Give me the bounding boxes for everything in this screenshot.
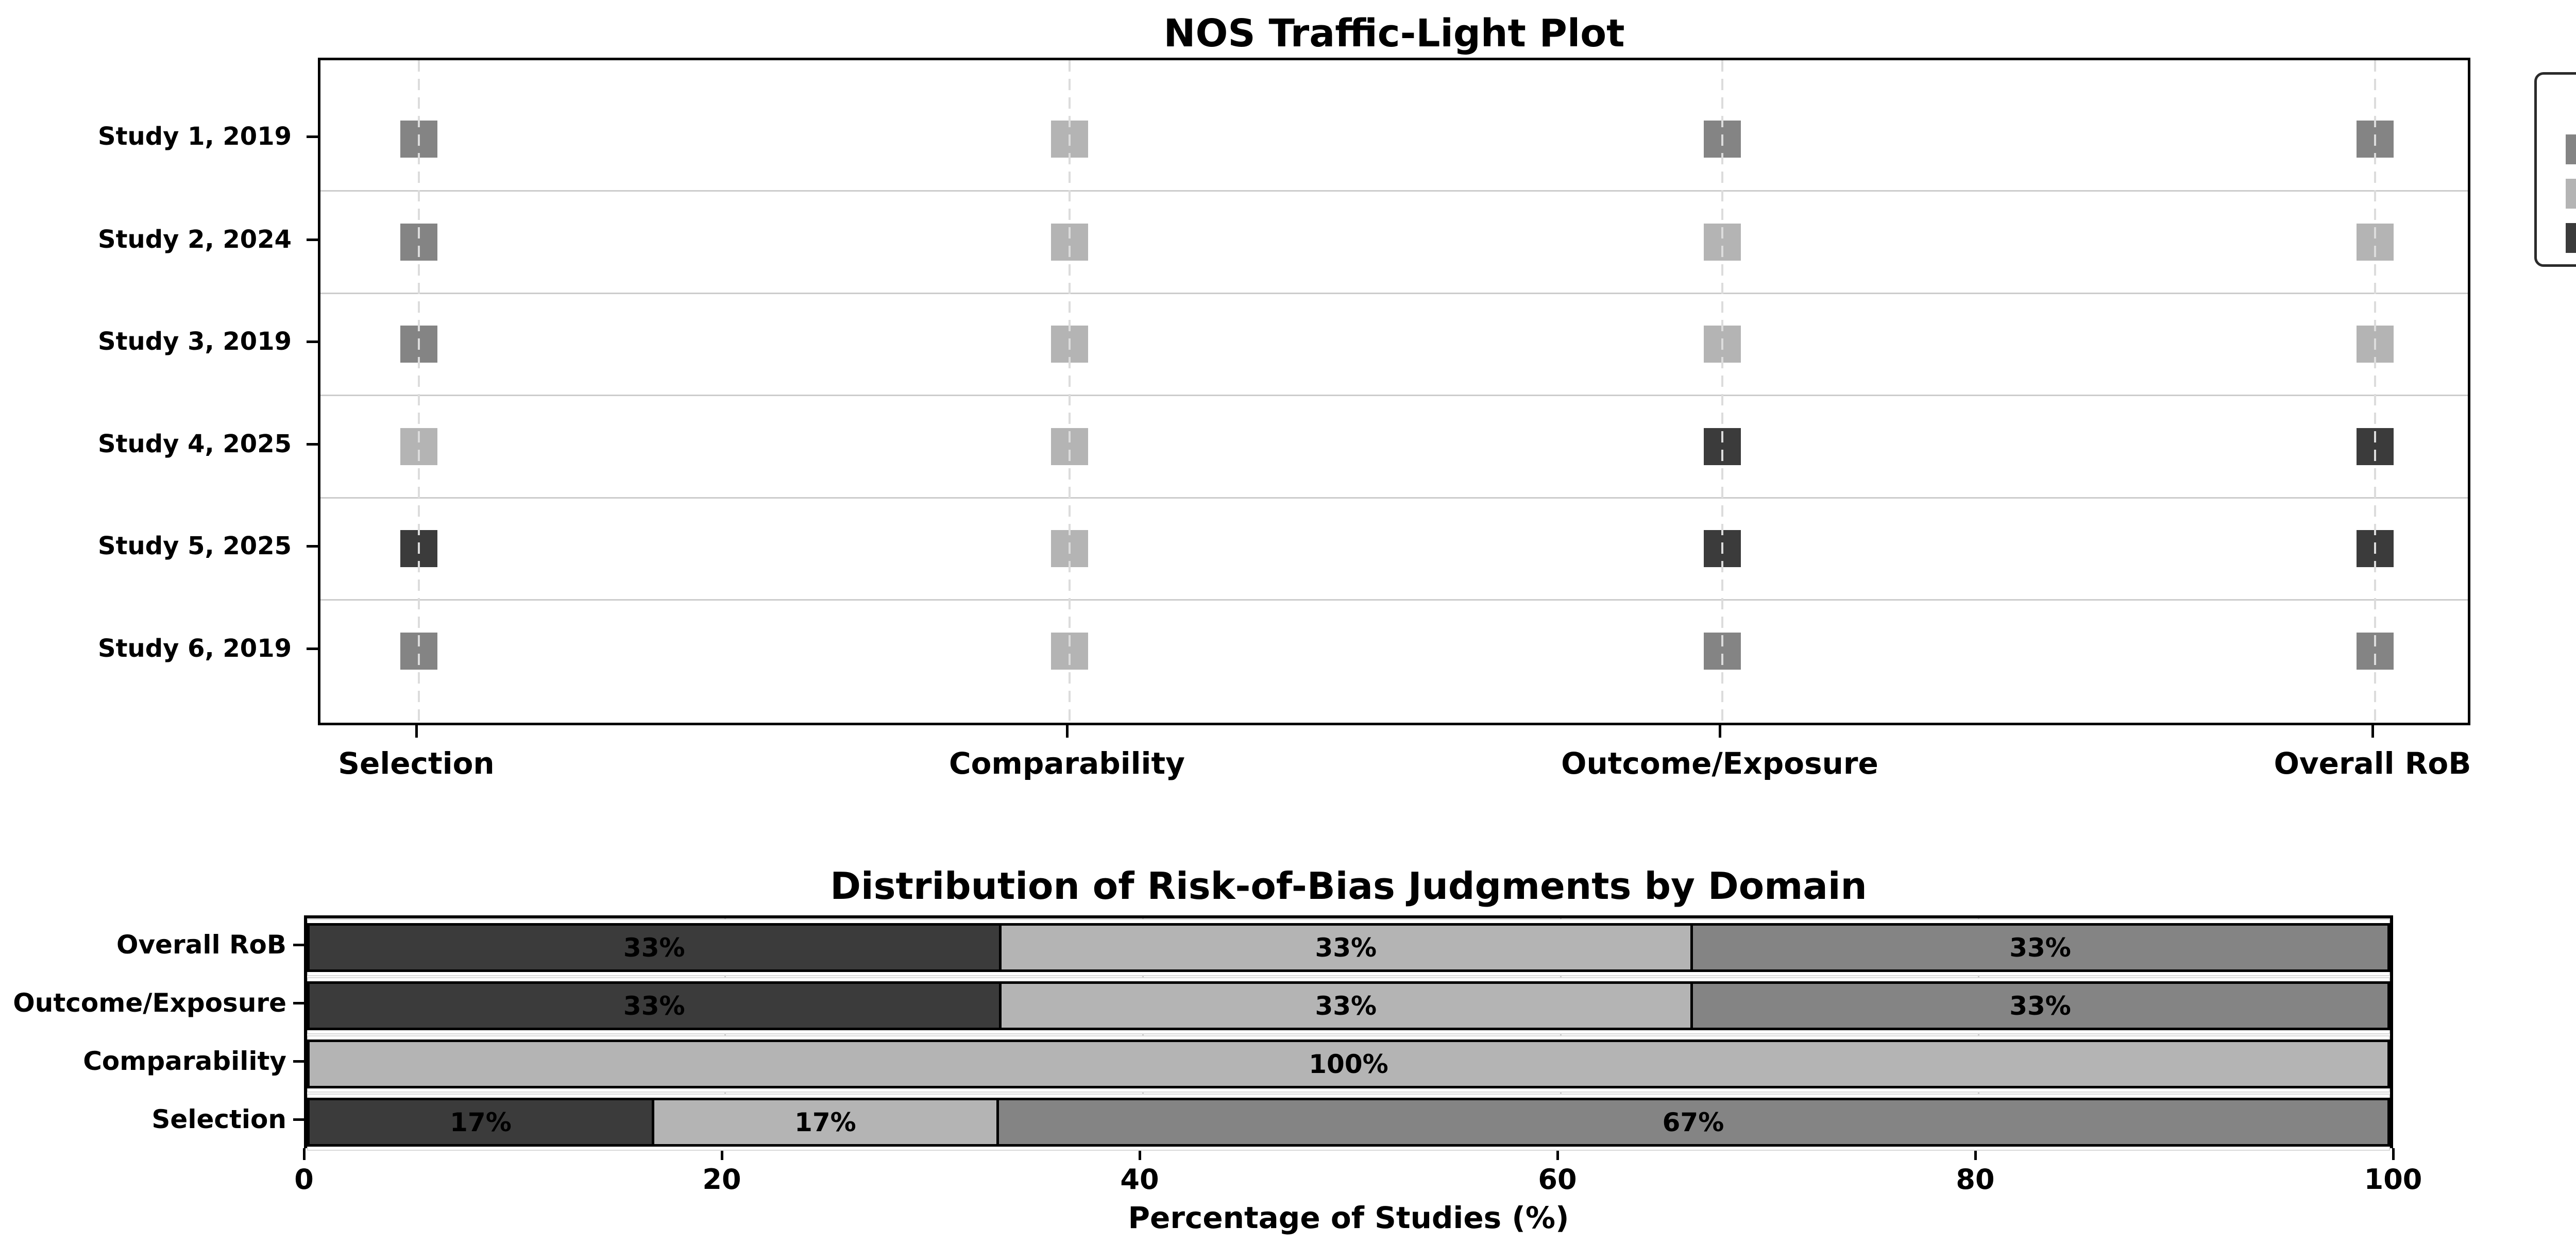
study-label: Study 3, 2019 — [98, 327, 292, 356]
row-gridline — [320, 190, 2468, 192]
bar-x-tick-label: 100 — [2364, 1163, 2422, 1196]
bar-segment-moderate: 33% — [998, 981, 1693, 1030]
bar-segment-label: 33% — [2009, 932, 2071, 963]
bar-segment-label: 33% — [2009, 991, 2071, 1021]
bar-domain-label: Outcome/Exposure — [13, 987, 286, 1018]
bar-segment-label: 33% — [623, 991, 685, 1021]
domain-gridline — [2374, 60, 2376, 723]
x-tick — [2371, 725, 2374, 738]
bar-row-comparability: 100% — [307, 1039, 2390, 1088]
y-tick — [307, 545, 318, 548]
domain-label: Overall RoB — [2274, 746, 2471, 781]
x-tick — [1719, 725, 1721, 738]
bar-row-outcome-exposure: 33% 33% 33% — [307, 981, 2390, 1030]
study-label: Study 4, 2025 — [98, 430, 292, 458]
bar-chart-x-axis-label: Percentage of Studies (%) — [1128, 1200, 1569, 1235]
bar-x-tick — [2392, 1148, 2395, 1160]
domain-gridline — [418, 60, 420, 723]
row-gridline — [320, 599, 2468, 601]
bar-x-tick-label: 80 — [1956, 1163, 1995, 1196]
x-tick — [1066, 725, 1069, 738]
domain-label: Comparability — [949, 746, 1185, 781]
legend-box: Domain Risk Low Risk Moderate Risk High Ri… — [2534, 72, 2576, 267]
bar-x-tick — [1139, 1148, 1141, 1160]
legend-entry: High Risk — [2537, 220, 2576, 256]
traffic-light-title: NOS Traffic-Light Plot — [1163, 11, 1625, 56]
bar-y-tick — [293, 943, 304, 946]
legend-title: Domain Risk — [2537, 84, 2576, 125]
row-gridline — [320, 497, 2468, 499]
y-tick — [307, 238, 318, 241]
bar-segment-high: 33% — [307, 923, 1002, 972]
bar-x-tick — [1974, 1148, 1977, 1160]
bar-y-tick — [293, 1001, 304, 1004]
domain-label: Outcome/Exposure — [1561, 746, 1878, 781]
bar-x-tick-label: 40 — [1120, 1163, 1159, 1196]
domain-gridline — [1721, 60, 1723, 723]
bar-domain-label: Comparability — [83, 1046, 286, 1076]
study-label: Study 6, 2019 — [98, 634, 292, 663]
y-tick — [307, 647, 318, 650]
row-gridline — [320, 395, 2468, 396]
bar-segment-label: 33% — [1315, 932, 1377, 963]
domain-label: Selection — [338, 746, 495, 781]
traffic-light-plot-area — [318, 58, 2470, 725]
legend-entry: Low Risk — [2537, 131, 2576, 167]
bar-chart-title: Distribution of Risk-of-Bias Judgments b… — [830, 864, 1867, 908]
bar-x-tick-label: 60 — [1538, 1163, 1577, 1196]
bar-segment-moderate: 17% — [651, 1098, 999, 1147]
bar-x-tick — [1556, 1148, 1559, 1160]
bar-segment-low: 33% — [1690, 923, 2390, 972]
bar-chart-plot-area: 33% 33% 33% 33% 33% 33% 100% 17% 17% 67% — [304, 915, 2393, 1151]
bar-y-tick — [293, 1118, 304, 1121]
bar-segment-label: 17% — [794, 1107, 856, 1137]
study-label: Study 2, 2024 — [98, 225, 292, 254]
bar-domain-label: Overall RoB — [116, 929, 286, 960]
legend-swatch-moderate-icon — [2566, 179, 2576, 209]
y-tick — [307, 135, 318, 138]
bar-x-tick — [721, 1148, 723, 1160]
bar-x-tick-label: 20 — [702, 1163, 741, 1196]
y-tick — [307, 340, 318, 343]
bar-segment-moderate: 33% — [998, 923, 1693, 972]
bar-domain-label: Selection — [151, 1104, 286, 1134]
study-label: Study 1, 2019 — [98, 122, 292, 151]
bar-segment-label: 33% — [623, 932, 685, 963]
bar-segment-moderate: 100% — [307, 1039, 2390, 1088]
legend-swatch-high-icon — [2566, 223, 2576, 253]
bar-x-tick — [303, 1148, 306, 1160]
study-label: Study 5, 2025 — [98, 532, 292, 560]
bar-row-overall-rob: 33% 33% 33% — [307, 923, 2390, 972]
legend-entry: Moderate Risk — [2537, 176, 2576, 212]
legend-swatch-low-icon — [2566, 134, 2576, 164]
bar-segment-label: 17% — [450, 1107, 512, 1137]
row-gridline — [320, 292, 2468, 294]
bar-row-selection: 17% 17% 67% — [307, 1098, 2390, 1147]
bar-segment-label: 33% — [1315, 991, 1377, 1021]
bar-segment-low: 67% — [996, 1098, 2390, 1147]
domain-gridline — [1069, 60, 1071, 723]
y-tick — [307, 443, 318, 446]
bar-segment-low: 33% — [1690, 981, 2390, 1030]
bar-segment-high: 33% — [307, 981, 1002, 1030]
bar-segment-label: 67% — [1662, 1107, 1724, 1137]
x-tick — [415, 725, 418, 738]
bar-segment-label: 100% — [1309, 1049, 1388, 1079]
bar-x-tick-label: 0 — [294, 1163, 314, 1196]
bar-segment-high: 17% — [307, 1098, 654, 1147]
bar-y-tick — [293, 1060, 304, 1063]
